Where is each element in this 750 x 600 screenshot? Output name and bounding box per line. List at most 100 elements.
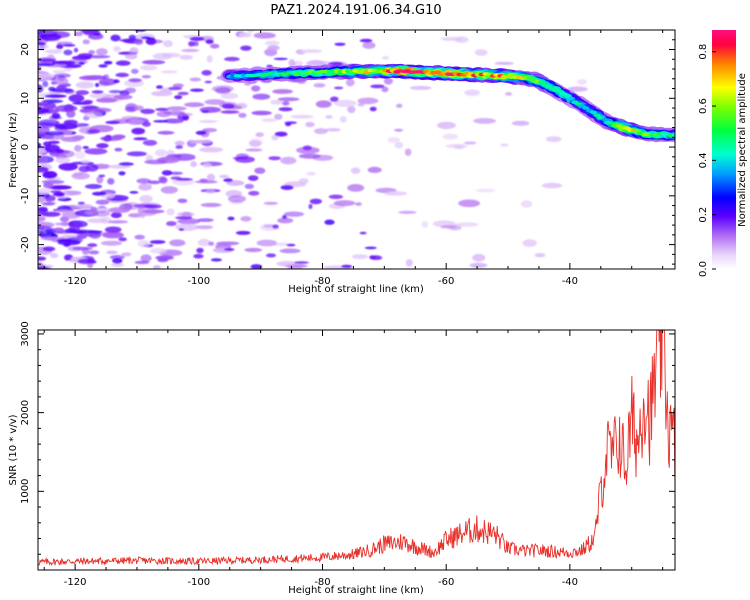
noise-core [153, 120, 169, 123]
noise-blob [74, 204, 93, 208]
noise-core [78, 61, 85, 65]
noise-blob [334, 99, 357, 107]
noise-blob [107, 220, 129, 224]
noise-blob [263, 201, 279, 205]
noise-blob [455, 222, 479, 227]
noise-core [129, 191, 139, 194]
noise-blob [421, 220, 429, 228]
noise-blob [268, 156, 281, 161]
snr-series-line [38, 330, 675, 566]
noise-blob [280, 156, 297, 165]
noise-blob [267, 45, 280, 51]
noise-core [286, 243, 296, 247]
noise-blob [202, 128, 218, 133]
noise-blob [290, 114, 314, 119]
colorbar: 0.0 0.2 0.4 0.6 0.8 Normalized spectral ampl… [698, 30, 748, 277]
noise-blob [357, 97, 379, 105]
noise-core [56, 85, 67, 91]
noise-blob [154, 149, 167, 157]
noise-core [56, 44, 64, 50]
noise-core [77, 53, 93, 58]
noise-blob [74, 31, 84, 37]
noise-blob [153, 265, 161, 269]
noise-blob [48, 185, 72, 190]
noise-blob [205, 189, 216, 194]
noise-blob [534, 253, 546, 258]
noise-blob [381, 56, 390, 60]
noise-core [115, 72, 129, 78]
noise-blob [199, 178, 208, 183]
noise-blob [87, 262, 94, 269]
noise-blob [172, 83, 184, 88]
noise-blob [43, 182, 54, 189]
noise-blob [139, 65, 158, 71]
noise-blob [442, 133, 459, 140]
noise-core [38, 266, 49, 269]
noise-core [69, 221, 74, 226]
noise-core [119, 39, 134, 42]
noise-blob [325, 115, 333, 119]
noise-core [341, 264, 353, 269]
noise-blob [124, 87, 137, 94]
noise-blob [143, 204, 162, 209]
noise-core [55, 148, 65, 154]
noise-core [93, 32, 102, 36]
noise-blob [405, 259, 413, 267]
noise-core [82, 99, 94, 104]
noise-blob [179, 54, 193, 60]
noise-blob [357, 102, 365, 107]
noise-core [82, 146, 90, 149]
x-tick-label: -80 [314, 276, 330, 287]
noise-blob [38, 72, 55, 81]
noise-blob [166, 208, 175, 216]
noise-blob [305, 121, 315, 128]
noise-blob [54, 123, 78, 130]
noise-blob [128, 213, 143, 218]
noise-blob [174, 140, 185, 146]
noise-core [92, 191, 107, 196]
noise-core [278, 107, 293, 112]
noise-blob [149, 247, 167, 254]
noise-core [334, 86, 344, 90]
noise-blob [177, 211, 195, 217]
noise-blob [177, 91, 189, 96]
noise-blob [131, 68, 139, 74]
noise-blob [198, 120, 219, 123]
noise-blob [301, 49, 323, 53]
y-tick-label: 3000 [20, 321, 31, 346]
noise-core [98, 64, 108, 68]
noise-core [142, 121, 151, 127]
noise-blob [139, 195, 153, 203]
noise-core [324, 219, 335, 225]
noise-blob [464, 89, 481, 96]
y-tick-label: 1000 [20, 479, 31, 504]
ridge-segment [601, 117, 608, 122]
noise-core [91, 90, 104, 94]
noise-blob [287, 264, 303, 269]
noise-blob [545, 136, 562, 143]
noise-blob [74, 144, 82, 152]
noise-blob [270, 99, 284, 105]
noise-core [334, 42, 346, 46]
noise-blob [40, 134, 55, 140]
noise-blob [384, 191, 408, 196]
noise-core [38, 206, 48, 212]
noise-blob [38, 58, 57, 63]
noise-blob [210, 43, 220, 49]
noise-blob [66, 110, 76, 118]
noise-blob [256, 239, 277, 247]
noise-core [102, 136, 112, 142]
noise-blob [110, 34, 121, 42]
noise-blob [398, 210, 417, 214]
x-tick-label: -120 [64, 577, 87, 588]
noise-core [273, 57, 288, 61]
noise-blob [196, 247, 204, 254]
noise-blob [292, 60, 304, 67]
noise-blob [175, 177, 193, 181]
noise-blob [157, 130, 175, 135]
noise-blob [394, 142, 404, 149]
noise-blob [125, 53, 138, 60]
noise-core [175, 145, 183, 149]
noise-blob [38, 196, 46, 204]
noise-blob [169, 171, 183, 175]
